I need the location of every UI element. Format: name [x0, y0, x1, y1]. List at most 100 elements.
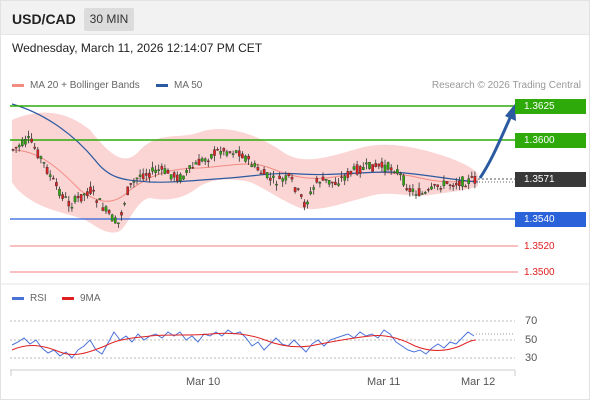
candle-body [163, 168, 167, 174]
candle-body [107, 210, 111, 214]
candle-body [76, 195, 80, 199]
candle-body [148, 172, 151, 178]
candle-body [349, 170, 353, 175]
candle-body [256, 167, 260, 171]
candle-body [219, 151, 223, 155]
candle-body [414, 194, 418, 196]
candle-body [228, 151, 232, 153]
candle-body [417, 188, 421, 197]
candle-body [89, 186, 92, 194]
candle-body [234, 150, 238, 153]
candle-body [436, 184, 440, 187]
candle-body [303, 201, 306, 208]
candle-body [185, 170, 188, 173]
candle-body [464, 185, 467, 188]
legend-bollinger-label: MA 20 + Bollinger Bands [30, 80, 140, 91]
candle-body [101, 207, 105, 211]
candle-body [272, 175, 275, 178]
candle-body [377, 163, 381, 167]
candle-body [175, 174, 179, 182]
candle-body [396, 169, 399, 174]
ma50-line [11, 103, 479, 183]
candle-body [135, 177, 139, 180]
candle-body [352, 166, 356, 170]
candle-body [389, 167, 393, 171]
level-label-1.3625: 1.3625 [515, 99, 586, 114]
candle-body [45, 166, 49, 174]
candle-body [473, 176, 477, 184]
candle-body [200, 158, 204, 162]
candle-body [455, 183, 458, 186]
candle-body [399, 173, 402, 176]
legend-ma50: MA 50 [156, 80, 202, 91]
candle-body [244, 155, 247, 162]
candle-body [138, 174, 142, 177]
candle-body [151, 167, 154, 172]
candle-body [433, 184, 436, 186]
candle-body [439, 188, 443, 190]
candle-body [365, 162, 368, 165]
candle-body [327, 179, 331, 185]
candle-body [448, 184, 452, 187]
candle-body [58, 189, 61, 196]
candle-body [216, 149, 219, 151]
candle-body [123, 203, 126, 205]
timeframe-button[interactable]: 30 MIN [84, 8, 134, 31]
candle-body [420, 193, 424, 195]
candle-body [144, 173, 148, 176]
candle-body [247, 155, 250, 160]
candle-body [188, 165, 192, 169]
candle-body [98, 198, 102, 200]
legend-rsi: RSI [12, 293, 47, 304]
candle-body [306, 201, 309, 205]
candle-body [461, 176, 464, 187]
candle-body [117, 222, 120, 224]
candle-body [340, 176, 343, 178]
candle-body [132, 181, 136, 183]
candle-body [250, 164, 254, 168]
candle-body [262, 169, 266, 175]
candle-body [225, 151, 229, 156]
rsi-line [11, 329, 475, 359]
x-label-mar12: Mar 12 [461, 376, 496, 388]
candle-body [27, 136, 30, 138]
candle-body [312, 187, 316, 190]
chart-datetime: Wednesday, March 11, 2026 12:14:07 PM CE… [12, 41, 263, 55]
candle-body [296, 188, 300, 190]
forecast-arrow-icon [478, 117, 512, 179]
candle-body [442, 180, 446, 186]
candle-body [315, 178, 319, 183]
candle-body [11, 149, 15, 151]
level-label-1.3540: 1.3540 [515, 212, 586, 227]
chart-header: USD/CAD 30 MIN [1, 1, 589, 35]
rsi-tick-70: 70 [525, 315, 538, 327]
candle-body [64, 196, 67, 198]
candle-body [21, 139, 24, 147]
candle-body [160, 166, 164, 170]
candle-body [470, 176, 474, 178]
legend-ma9-label: 9MA [80, 293, 101, 304]
candle-body [206, 160, 210, 163]
candle-body [259, 172, 263, 175]
rsi-tick-30: 30 [525, 352, 538, 364]
candle-body [86, 191, 89, 196]
candle-body [368, 161, 371, 169]
candle-body [451, 184, 455, 187]
candle-body [172, 172, 176, 178]
candle-body [194, 162, 198, 165]
candle-body [269, 177, 272, 181]
candle-body [129, 183, 133, 185]
candle-body [104, 206, 108, 212]
candle-body [141, 173, 145, 180]
candle-body [126, 186, 129, 196]
ma50-swatch-icon [156, 84, 168, 87]
candle-body [210, 154, 213, 159]
candle-body [55, 182, 58, 187]
candle-body [182, 175, 185, 180]
candle-body [374, 163, 378, 167]
candle-body [203, 158, 207, 162]
candle-body [265, 172, 269, 178]
candle-body [380, 161, 384, 168]
candle-body [14, 146, 18, 149]
forecast-arrow-head-icon [505, 104, 516, 121]
